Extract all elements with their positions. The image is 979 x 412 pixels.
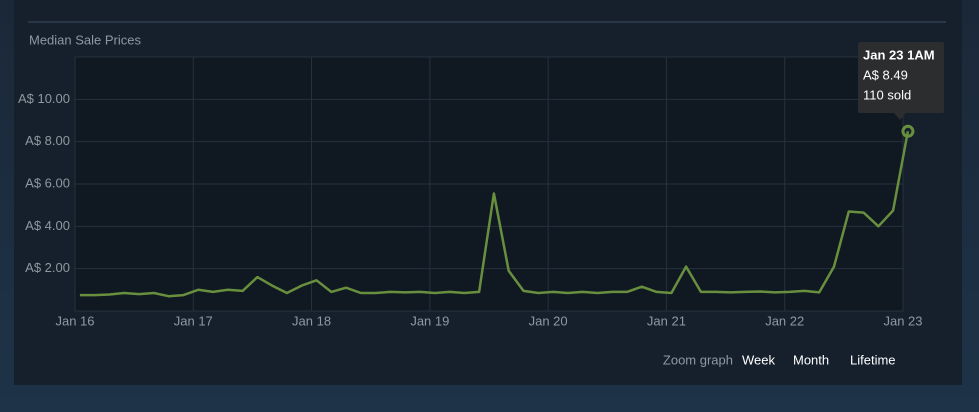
x-tick-label: Jan 18 (292, 313, 331, 328)
y-tick-label: A$ 2.00 (25, 260, 70, 275)
y-tick-label: A$ 8.00 (25, 133, 70, 148)
chart-title: Median Sale Prices (29, 32, 141, 47)
x-tick-label: Jan 16 (55, 313, 94, 328)
x-tick-label: Jan 23 (883, 313, 922, 328)
tooltip-sold: 110 sold (863, 87, 911, 102)
y-tick-label: A$ 4.00 (25, 218, 70, 233)
x-tick-label: Jan 21 (647, 313, 686, 328)
grid: A$ 2.00 A$ 4.00 A$ 6.00 A$ 8.00 A$ 10.00 Jan … (18, 57, 923, 328)
zoom-month[interactable]: Month (793, 352, 829, 367)
y-tick-label: A$ 10.00 (18, 91, 70, 106)
tooltip-date: Jan 23 1AM (863, 47, 935, 62)
y-tick-label: A$ 6.00 (25, 175, 70, 190)
marks (79, 124, 915, 298)
tooltip-price: A$ 8.49 (863, 67, 908, 82)
zoom-week[interactable]: Week (742, 352, 775, 367)
tooltip-arrow (894, 113, 906, 120)
zoom-label: Zoom graph (663, 352, 733, 367)
x-tick-label: Jan 17 (174, 313, 213, 328)
x-tick-label: Jan 19 (410, 313, 449, 328)
tooltip-box (858, 42, 944, 113)
x-tick-label: Jan 22 (765, 313, 804, 328)
price-line (79, 131, 910, 298)
x-tick-label: Jan 20 (529, 313, 568, 328)
hover-point (901, 124, 915, 138)
zoom-lifetime[interactable]: Lifetime (850, 352, 896, 367)
tooltip: Jan 23 1AM A$ 8.49 110 sold (858, 42, 944, 120)
